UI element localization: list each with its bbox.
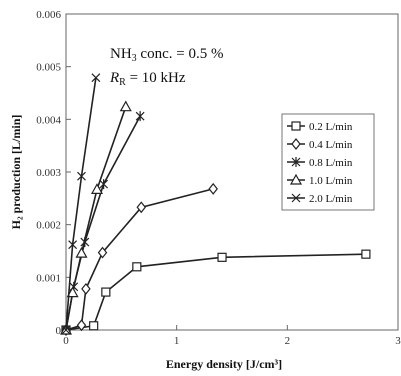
y-tick-label: 0.006 — [36, 9, 61, 21]
data-point — [136, 201, 147, 214]
data-point — [291, 121, 301, 131]
y-tick-label: 0.001 — [36, 272, 61, 284]
data-point — [68, 240, 78, 250]
data-point — [361, 249, 371, 259]
y-tick-label: 0.003 — [36, 167, 61, 179]
legend-item: 0.8 L/min — [287, 157, 353, 169]
y-tick-label: 0.004 — [36, 114, 61, 126]
series-0-2-l-min — [61, 249, 371, 335]
legend-label: 1.0 L/min — [309, 175, 353, 187]
series-1-0-l-min — [59, 100, 132, 335]
data-point — [89, 321, 99, 331]
annotation: NH3 conc. = 0.5 % RR = 10 kHz — [109, 46, 223, 88]
data-point — [75, 246, 88, 258]
y-tick-label: 0.002 — [36, 220, 61, 232]
annotation-nh3: NH3 conc. = 0.5 % — [110, 46, 223, 64]
data-point — [76, 319, 87, 332]
series-2-0-l-min — [61, 73, 101, 335]
x-axis-title: Energy density [J/cm³] — [166, 357, 282, 371]
legend-label: 0.8 L/min — [309, 157, 353, 169]
annotation-frequency: RR = 10 kHz — [109, 70, 186, 88]
x-tick-label: 3 — [395, 335, 401, 347]
y-tick-label: 0.005 — [36, 62, 61, 74]
data-point — [66, 286, 79, 298]
legend-item: 0.2 L/min — [287, 121, 353, 133]
series-line — [65, 253, 366, 331]
y-tick-label: 0 — [56, 325, 62, 337]
axes: 0 1 2 3 0 0.001 0.002 0.003 0.004 0.005 0.006 Energ… — [9, 9, 401, 371]
legend-label: 2.0 L/min — [309, 193, 353, 205]
data-point — [99, 179, 109, 190]
data-point — [289, 173, 303, 185]
legend-label: 0.2 L/min — [309, 121, 353, 133]
x-tick-label: 0 — [63, 335, 69, 347]
legend-item: 0.4 L/min — [287, 138, 353, 151]
legend-label: 0.4 L/min — [309, 139, 353, 151]
legend-item: 1.0 L/min — [287, 173, 353, 187]
data-point — [91, 73, 101, 83]
data-point — [119, 100, 132, 112]
legend-item: 2.0 L/min — [287, 193, 353, 205]
data-point — [97, 246, 108, 259]
series-0-4-l-min — [61, 182, 218, 336]
data-point — [291, 193, 301, 203]
data-point — [90, 183, 104, 194]
data-point — [291, 138, 301, 150]
legend: 0.2 L/min 0.4 L/min 0.8 L/min 1.0 L/min 2.0 … — [281, 113, 375, 211]
data-point — [77, 171, 86, 181]
data-point — [208, 182, 218, 195]
data-point — [132, 262, 142, 272]
data-point — [291, 157, 301, 167]
data-point — [135, 111, 145, 122]
data-point — [101, 287, 111, 297]
data-point — [61, 325, 71, 335]
series-line — [65, 77, 97, 331]
data-point — [81, 282, 91, 295]
data-point — [217, 252, 227, 262]
y-axis-title: H₂ production [L/min] — [9, 115, 23, 230]
x-tick-label: 1 — [174, 335, 180, 347]
x-tick-label: 2 — [285, 335, 291, 347]
series-layer — [59, 73, 371, 336]
